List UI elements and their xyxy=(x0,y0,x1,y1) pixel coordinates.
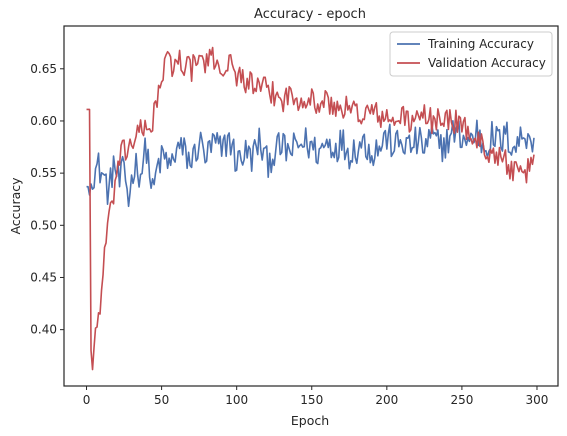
y-tick-label: 0.60 xyxy=(30,114,57,128)
x-tick-label: 100 xyxy=(225,393,248,407)
series-line-training-accuracy xyxy=(86,119,535,208)
y-tick-label: 0.65 xyxy=(30,62,57,76)
x-tick-label: 0 xyxy=(83,393,91,407)
plot-area xyxy=(63,25,559,387)
x-tick-label: 150 xyxy=(300,393,323,407)
x-tick-label: 250 xyxy=(450,393,473,407)
series-line-validation-accuracy xyxy=(86,46,535,371)
legend: Training Accuracy Validation Accuracy xyxy=(389,31,553,77)
y-tick-label: 0.45 xyxy=(30,270,57,284)
legend-box xyxy=(389,31,553,77)
x-axis: 0 50 100 150 200 250 300 xyxy=(83,386,549,407)
x-tick-label: 50 xyxy=(154,393,169,407)
x-axis-label: Epoch xyxy=(291,413,329,428)
chart-title: Accuracy - epoch xyxy=(254,7,366,22)
legend-label-validation: Validation Accuracy xyxy=(428,56,546,70)
series-lines xyxy=(86,46,535,371)
y-tick-label: 0.55 xyxy=(30,166,57,180)
x-tick-label: 300 xyxy=(526,393,549,407)
y-tick-label: 0.50 xyxy=(30,218,57,232)
legend-label-training: Training Accuracy xyxy=(427,37,534,51)
y-tick-label: 0.40 xyxy=(30,323,57,337)
x-tick-label: 200 xyxy=(375,393,398,407)
y-axis: 0.40 0.45 0.50 0.55 0.60 0.65 xyxy=(30,62,64,337)
y-axis-label: Accuracy xyxy=(8,177,23,235)
